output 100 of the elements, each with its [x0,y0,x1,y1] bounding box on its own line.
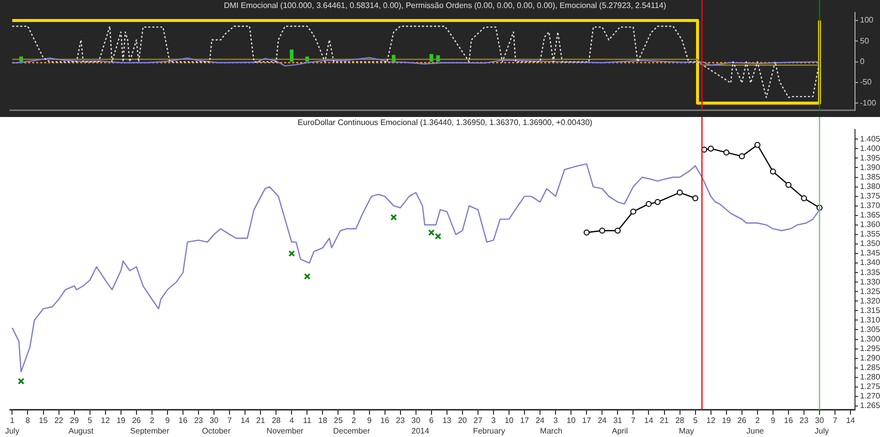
x-tick-label: 2 [755,416,760,425]
y-tick-label: 1.270 [860,392,880,401]
y-tick-label: 1.405 [860,134,880,144]
x2-tick-label: November [266,426,304,436]
y-tick-label: 1.325 [860,286,880,296]
x-tick-label: 15 [38,416,48,425]
y-tick-label: 1.300 [860,334,880,344]
x-tick-label: 21 [660,416,670,425]
x-tick-label: 16 [380,416,390,425]
x-tick-label: 28 [272,416,282,425]
y-tick-label: -50 [860,78,872,87]
y-tick-label: 1.345 [860,248,880,258]
x-tick-label: 26 [132,416,142,425]
x-tick-label: 27 [474,416,483,425]
x-tick-label: 6 [429,416,434,425]
y-tick-label: 1.370 [860,201,880,210]
x-tick-label: 4 [289,416,294,425]
x-tick-label: 2 [150,416,155,425]
y-tick-label: 1.360 [860,220,880,230]
x-tick-label: 16 [784,416,794,425]
x-tick-label: 29 [70,416,80,425]
chart-title: EuroDollar Continuous Emocional (1.36440, 1.36950, 1.36370, 1.36900, +0.00430) [298,118,593,128]
x-tick-label: 23 [194,416,204,425]
y-tick-label: 1.385 [860,172,880,182]
y-tick-label: 1.375 [860,192,880,201]
x-tick-label: 22 [54,416,64,425]
y-tick-label: 0 [860,57,865,66]
y-tick-label: 1.290 [860,354,880,363]
y-tick-label: 1.310 [860,315,880,324]
x-tick-label: 11 [303,416,312,425]
y-tick-label: 1.380 [860,182,880,191]
x-tick-label: 3 [491,416,496,425]
x-tick-label: 16 [178,416,188,425]
x-tick-label: 9 [165,416,170,425]
x-tick-label: 2 [352,416,357,425]
y-tick-label: 1.365 [860,210,880,220]
y-tick-label: 1.350 [860,239,880,248]
y-tick-label: 1.340 [860,258,880,268]
x2-tick-label: 2014 [411,426,430,436]
x-tick-label: 25 [334,416,344,425]
y-tick-label: 1.355 [860,230,880,239]
x-tick-label: 8 [26,416,31,425]
y-tick-label: 1.335 [860,268,880,277]
x-tick-label: 14 [240,416,250,425]
x-tick-label: 10 [504,416,514,425]
y-tick-label: 100 [860,16,874,25]
y-tick-label: 1.400 [860,144,880,153]
x-tick-label: 31 [613,416,623,425]
y-tick-label: 1.265 [860,401,880,410]
x2-tick-label: March [540,426,562,436]
y-tick-label: 1.390 [860,162,880,172]
x-tick-label: 23 [800,416,809,425]
x-tick-label: 30 [815,416,825,425]
x2-tick-label: February [473,426,506,436]
x2-tick-label: July [814,426,829,436]
x2-tick-label: December [333,426,370,436]
x-tick-label: 9 [367,416,372,425]
y-tick-label: -100 [860,98,877,108]
x-tick-label: 5 [693,416,698,425]
x-tick-label: 24 [598,416,608,425]
y-tick-label: 1.285 [860,363,880,372]
x-tick-label: 12 [706,416,716,425]
y-tick-label: 1.280 [860,372,880,382]
x-tick-label: 20 [458,416,468,425]
x2-tick-label: July [5,426,20,436]
y-tick-label: 1.320 [860,296,880,306]
x-tick-label: 19 [116,416,126,425]
x2-tick-label: October [202,426,231,436]
y-tick-label: 1.315 [860,306,880,315]
x2-tick-label: May [678,426,694,436]
x-tick-label: 9 [770,416,776,425]
x-tick-label: 17 [582,416,592,425]
x-tick-label: 14 [644,416,654,425]
x-tick-label: 1 [10,416,15,425]
x-tick-label: 10 [566,416,576,425]
x2-tick-label: June [746,426,764,436]
y-tick-label: 1.330 [860,277,880,286]
x-tick-label: 30 [210,416,220,425]
y-tick-label: 1.395 [860,153,880,162]
x-tick-label: 24 [536,416,546,425]
y-tick-label: 1.275 [860,382,880,392]
x-tick-label: 7 [630,416,636,425]
x2-tick-label: April [612,426,628,436]
y-tick-label: 50 [860,36,870,46]
y-tick-label: 1.295 [860,344,880,354]
x-tick-label: 18 [318,416,328,425]
x-tick-label: 7 [227,416,232,425]
x-tick-label: 21 [256,416,266,425]
x-tick-label: 3 [553,416,558,425]
x-tick-label: 14 [846,416,856,425]
x-tick-label: 26 [737,416,747,425]
chart-title: DMI Emocional (100.000, 3.64461, 0.58314, 0.00), Permissão Ordens (0.00, 0.00, 0.00, 0.00), Emocional (5.27923, 2.54114) [224,1,667,10]
x-tick-label: 13 [442,416,452,425]
x-tick-label: 17 [520,416,530,425]
y-tick-label: 1.305 [860,324,880,334]
x-tick-label: 12 [100,416,110,425]
x-tick-label: 7 [832,416,838,425]
x-tick-label: 5 [88,416,93,425]
x-tick-label: 28 [675,416,685,425]
x-tick-label: 23 [396,416,406,425]
